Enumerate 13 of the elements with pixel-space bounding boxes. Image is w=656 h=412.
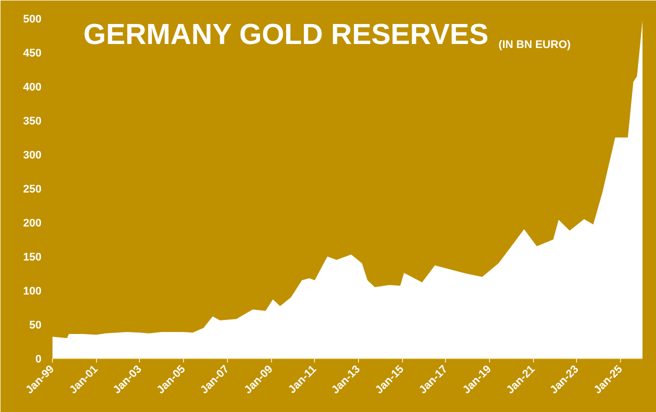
y-tick-label: 150 bbox=[23, 252, 42, 264]
y-tick-label: 200 bbox=[23, 218, 42, 230]
y-tick-label: 400 bbox=[23, 82, 42, 94]
y-tick-label: 100 bbox=[23, 286, 42, 298]
y-tick-label: 300 bbox=[23, 150, 42, 162]
y-tick-label: 350 bbox=[23, 116, 42, 128]
y-tick-label: 50 bbox=[29, 320, 42, 332]
y-tick-label: 250 bbox=[23, 184, 42, 196]
y-tick-label: 0 bbox=[35, 354, 42, 366]
text: (IN BN EURO) bbox=[498, 39, 572, 52]
y-tick-label: 450 bbox=[23, 48, 42, 60]
chart-title: GERMANY GOLD RESERVES bbox=[83, 19, 488, 52]
y-tick-label: 500 bbox=[23, 14, 42, 26]
